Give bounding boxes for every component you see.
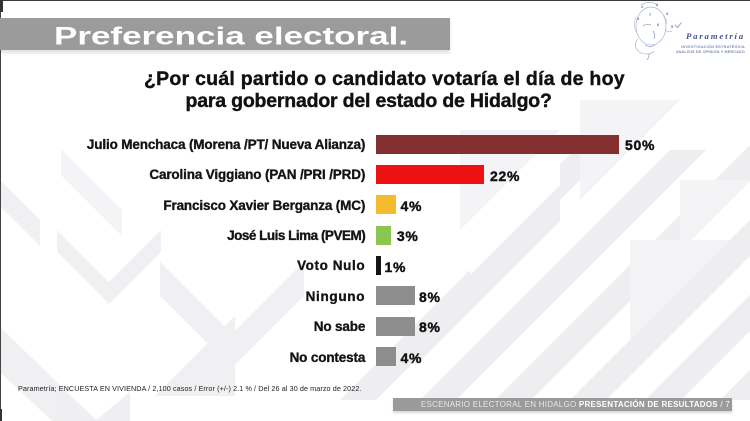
svg-text:6: 6 bbox=[657, 23, 659, 27]
svg-text:4: 4 bbox=[637, 17, 640, 21]
svg-text:INVESTIGACIÓN ESTRATÉGICA: INVESTIGACIÓN ESTRATÉGICA bbox=[681, 44, 745, 49]
svg-text:Parametría: Parametría bbox=[686, 31, 745, 41]
svg-text:5: 5 bbox=[671, 25, 673, 29]
svg-text:1: 1 bbox=[641, 5, 643, 9]
svg-text:7: 7 bbox=[649, 13, 651, 17]
svg-text:2: 2 bbox=[656, 3, 658, 7]
svg-text:ANÁLISIS DE OPINIÓN Y MERCADO: ANÁLISIS DE OPINIÓN Y MERCADO bbox=[676, 49, 745, 54]
svg-text:3: 3 bbox=[666, 12, 668, 16]
